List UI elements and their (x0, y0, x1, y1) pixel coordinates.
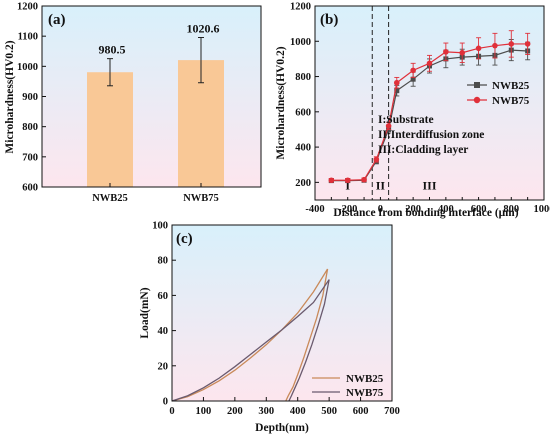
chart-c-x-tick-label-7: 700 (384, 406, 400, 417)
chart-b-legend-nwb25: NWB25 (492, 80, 530, 92)
chart-c-legend-nwb75: NWB75 (346, 387, 384, 399)
chart-b-point-nwb75 (443, 49, 449, 55)
chart-c-x-tick-label-5: 500 (321, 406, 337, 417)
chart-a-data-label-nwb75: 1020.6 (187, 21, 220, 35)
chart-b-region-label-1: II (376, 178, 386, 192)
chart-c-x-tick-label-6: 600 (353, 406, 369, 417)
chart-c-x-tick-label-2: 200 (227, 406, 243, 417)
chart-a-y-tick-label-1: 700 (22, 152, 38, 163)
chart-c-panel-label: (c) (176, 231, 193, 247)
chart-c-y-tick-label-3: 60 (158, 291, 169, 302)
chart-b-point-nwb75 (508, 41, 514, 47)
chart-a-y-tick-label-2: 800 (22, 122, 38, 133)
chart-b-point-nwb75 (329, 177, 335, 183)
chart-c-x-axis-label: Depth(nm) (255, 422, 309, 434)
chart-b-annotation-1: I:Substrate (378, 114, 434, 126)
chart-b-x-tick-label-14: 1000 (534, 204, 550, 215)
chart-b-panel-label: (b) (320, 12, 338, 28)
chart-b-y-tick-label-3: 800 (295, 72, 311, 83)
chart-b-point-nwb75 (492, 43, 498, 49)
chart-b-y-tick-label-0: 200 (295, 178, 311, 189)
chart-a-y-tick-label-5: 1100 (18, 32, 38, 43)
chart-c-legend-nwb25: NWB25 (346, 373, 384, 385)
chart-c: 0 20 40 60 80 100 0 100 200 300 400 500 600 700 (c) L… (139, 221, 400, 435)
chart-c-y-tick-label-5: 100 (152, 221, 168, 232)
chart-a-x-tick-label-nwb25: NWB25 (92, 193, 128, 204)
chart-b-point-nwb75 (394, 80, 400, 86)
chart-c-y-tick-label-1: 20 (158, 361, 169, 372)
chart-b-x-axis-label: Distance from bonding interface (μm) (333, 207, 518, 219)
chart-a: 600 700 800 900 1000 1100 1200 980.5 NWB25 1020.6… (4, 2, 261, 205)
chart-a-panel-label: (a) (48, 12, 66, 28)
chart-c-x-tick-label-1: 100 (196, 406, 212, 417)
chart-b-annotation-3: III:Cladding layer (378, 144, 468, 156)
chart-a-plot-area (42, 6, 261, 187)
chart-a-x-tick-label-nwb75: NWB75 (183, 193, 219, 204)
chart-c-x-tick-label-0: 0 (169, 406, 174, 417)
chart-a-y-tick-label-3: 900 (22, 92, 38, 103)
chart-c-y-tick-label-2: 40 (158, 326, 169, 337)
chart-c-y-tick-label-0: 0 (163, 397, 168, 408)
chart-c-x-tick-label-4: 400 (290, 406, 306, 417)
chart-a-bar-nwb25 (87, 72, 133, 187)
chart-b-y-axis-label: Microhardness(HV0.2) (275, 46, 287, 159)
chart-b-y-tick-label-4: 1000 (290, 37, 311, 48)
chart-b-y-tick-label-1: 400 (295, 143, 311, 154)
chart-a-data-label-nwb25: 980.5 (99, 43, 126, 57)
chart-b-point-nwb75 (476, 46, 482, 52)
chart-b-point-nwb75 (525, 41, 531, 47)
chart-b-x-tick-label-0: -400 (305, 204, 324, 215)
chart-b-point-nwb75 (345, 177, 351, 183)
chart-c-y-axis-label: Load(mN) (139, 287, 151, 338)
chart-b-point-nwb75 (374, 157, 380, 163)
chart-b-y-tick-label-5: 1200 (290, 2, 311, 13)
chart-b-annotation-2: II:Interdiffusion zone (378, 129, 484, 141)
chart-b-point-nwb75 (459, 50, 465, 56)
chart-a-y-tick-label-0: 600 (22, 183, 38, 194)
chart-c-x-tick-label-3: 300 (258, 406, 274, 417)
chart-a-y-tick-label-6: 1200 (17, 2, 38, 13)
chart-b-region-label-2: III (422, 178, 436, 192)
chart-b-y-tick-label-2: 600 (295, 107, 311, 118)
chart-b-point-nwb75 (361, 177, 367, 183)
chart-a-y-tick-label-4: 1000 (17, 62, 38, 73)
chart-a-y-axis-label: Microhardness(HV0.2) (4, 40, 16, 153)
chart-c-y-tick-label-4: 80 (158, 256, 169, 267)
chart-b-legend-nwb75: NWB75 (492, 95, 530, 107)
chart-b-point-nwb75 (427, 61, 433, 67)
chart-b-point-nwb75 (410, 68, 416, 74)
